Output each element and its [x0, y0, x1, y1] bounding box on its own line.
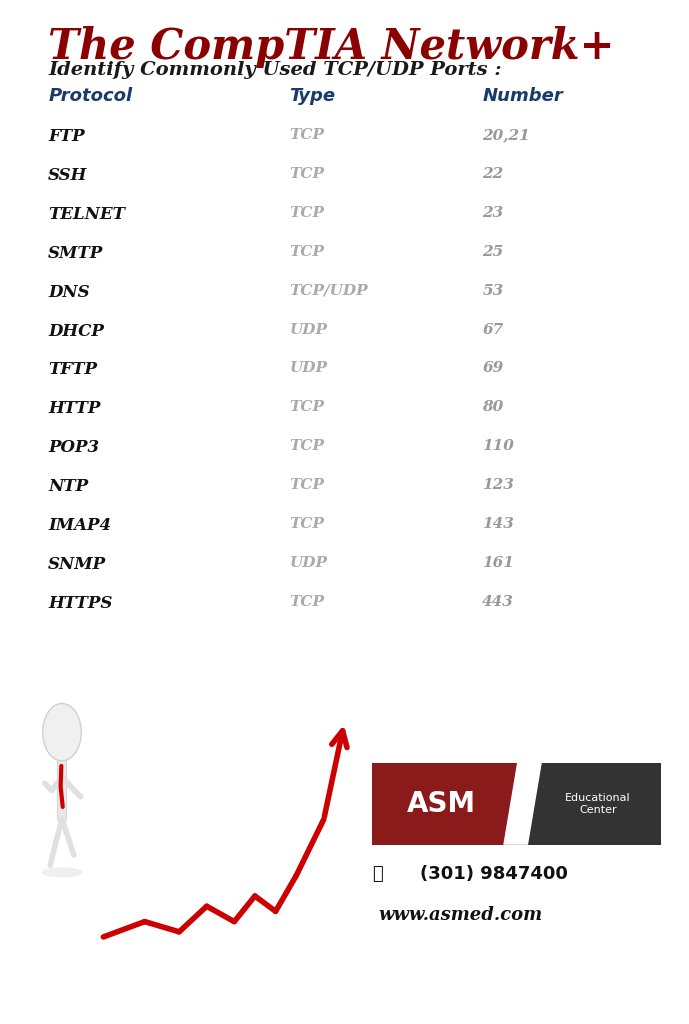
Text: Type: Type — [289, 87, 336, 105]
Text: 67: 67 — [482, 323, 504, 337]
Text: 69: 69 — [482, 361, 504, 376]
Text: www.asmed.com: www.asmed.com — [379, 906, 543, 925]
Text: 22: 22 — [482, 167, 504, 181]
Text: IMAP4: IMAP4 — [48, 517, 112, 535]
Text: 23: 23 — [482, 206, 504, 220]
Text: UDP: UDP — [289, 323, 327, 337]
Text: The CompTIA Network+: The CompTIA Network+ — [48, 26, 615, 68]
Text: 110: 110 — [482, 439, 514, 454]
Text: SNMP: SNMP — [48, 556, 106, 573]
Text: Identify Commonly Used TCP/UDP Ports :: Identify Commonly Used TCP/UDP Ports : — [48, 61, 502, 80]
Text: Educational
Center: Educational Center — [565, 793, 630, 815]
Text: TELNET: TELNET — [48, 206, 125, 223]
Text: 443: 443 — [482, 595, 514, 609]
Text: TFTP: TFTP — [48, 361, 97, 379]
Text: TCP: TCP — [289, 595, 325, 609]
Text: ASM: ASM — [407, 790, 476, 818]
Text: TCP: TCP — [289, 478, 325, 493]
Text: 📞: 📞 — [372, 865, 383, 884]
Text: TCP: TCP — [289, 128, 325, 142]
Circle shape — [43, 703, 81, 761]
Text: DHCP: DHCP — [48, 323, 104, 340]
Text: TCP: TCP — [289, 517, 325, 531]
Text: SSH: SSH — [48, 167, 88, 184]
Text: TCP/UDP: TCP/UDP — [289, 284, 368, 298]
Text: FTP: FTP — [48, 128, 85, 145]
Text: TCP: TCP — [289, 245, 325, 259]
Text: Number: Number — [482, 87, 563, 105]
Text: (301) 9847400: (301) 9847400 — [420, 865, 568, 884]
Text: 123: 123 — [482, 478, 514, 493]
Text: TCP: TCP — [289, 206, 325, 220]
Text: TCP: TCP — [289, 167, 325, 181]
Text: UDP: UDP — [289, 556, 327, 570]
Text: 20,21: 20,21 — [482, 128, 530, 142]
Bar — [522, 763, 661, 845]
Text: 80: 80 — [482, 400, 504, 415]
Text: 53: 53 — [482, 284, 504, 298]
Text: TCP: TCP — [289, 400, 325, 415]
Text: NTP: NTP — [48, 478, 88, 496]
Text: SMTP: SMTP — [48, 245, 103, 262]
Text: POP3: POP3 — [48, 439, 99, 457]
Ellipse shape — [41, 867, 83, 878]
Text: TCP: TCP — [289, 439, 325, 454]
Text: 143: 143 — [482, 517, 514, 531]
Bar — [372, 763, 522, 845]
Text: Protocol: Protocol — [48, 87, 132, 105]
Polygon shape — [503, 763, 542, 845]
Text: 25: 25 — [482, 245, 504, 259]
Text: UDP: UDP — [289, 361, 327, 376]
Text: HTTP: HTTP — [48, 400, 101, 418]
Text: DNS: DNS — [48, 284, 90, 301]
Text: HTTPS: HTTPS — [48, 595, 112, 612]
Text: 161: 161 — [482, 556, 514, 570]
